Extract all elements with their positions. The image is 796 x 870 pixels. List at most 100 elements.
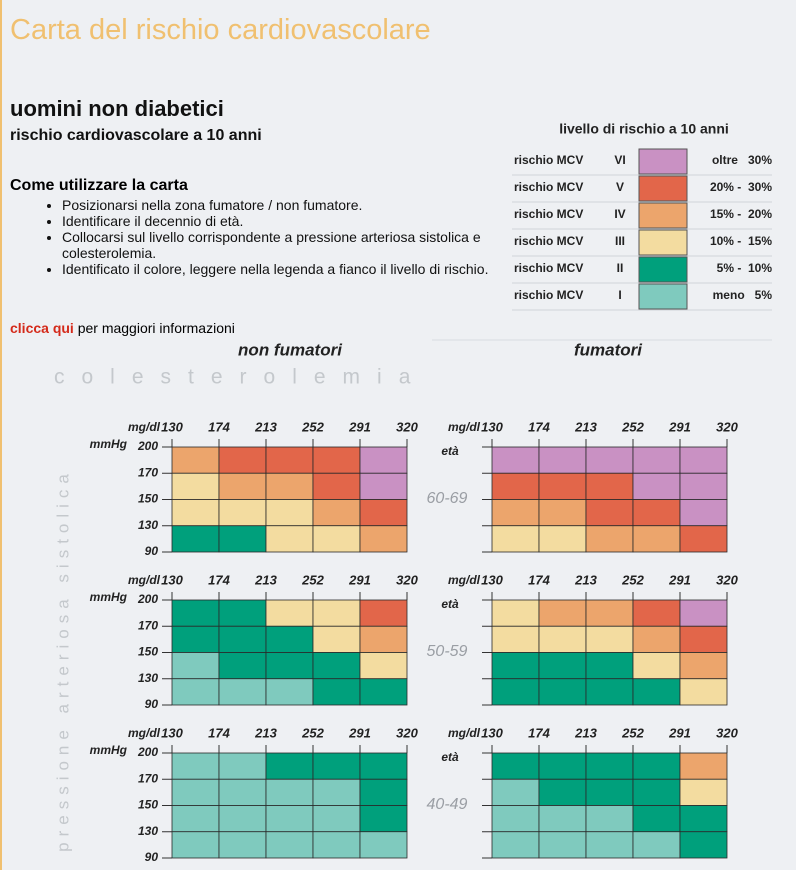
subtitle: rischio cardiovascolare a 10 anni xyxy=(10,127,262,144)
risk-cell xyxy=(171,446,220,474)
risk-cell xyxy=(491,752,540,780)
chol-tick: 291 xyxy=(668,572,691,587)
bp-tick: 170 xyxy=(138,465,158,479)
legend-range: 20% - 30% xyxy=(710,180,772,194)
risk-cell xyxy=(632,599,681,627)
legend-range: 10% - 15% xyxy=(710,234,772,248)
risk-cell xyxy=(491,652,540,680)
legend-roman: IV xyxy=(614,207,625,221)
risk-cell xyxy=(632,831,681,859)
risk-cell xyxy=(265,499,314,527)
risk-cell xyxy=(359,525,408,553)
risk-cell xyxy=(265,472,314,500)
risk-cell xyxy=(171,752,220,780)
risk-cell xyxy=(218,599,267,627)
risk-cell xyxy=(585,625,634,653)
risk-cell xyxy=(538,499,587,527)
risk-cell xyxy=(359,778,408,806)
risk-cell xyxy=(679,831,728,859)
chol-tick: 213 xyxy=(254,572,277,587)
legend-swatch xyxy=(638,256,688,283)
group-title: fumatori xyxy=(574,340,643,359)
bp-tick: 150 xyxy=(138,492,158,506)
risk-cell xyxy=(171,678,220,706)
risk-cell xyxy=(679,778,728,806)
info-link: clicca qui per maggiori informazioni xyxy=(10,320,235,336)
chol-tick: 213 xyxy=(254,419,277,434)
chol-tick: 174 xyxy=(528,572,550,587)
risk-cell xyxy=(632,499,681,527)
risk-cell xyxy=(585,752,634,780)
bp-tick: 170 xyxy=(138,771,158,785)
link[interactable]: clicca qui xyxy=(10,320,74,336)
risk-cell xyxy=(585,805,634,833)
chol-tick: 174 xyxy=(208,419,230,434)
chol-unit: mg/dl xyxy=(128,726,161,740)
chol-tick: 252 xyxy=(301,725,324,740)
chol-tick: 320 xyxy=(716,725,738,740)
risk-cell xyxy=(312,625,361,653)
instruction: Identificare il decennio di età. xyxy=(62,213,542,229)
risk-cell xyxy=(585,652,634,680)
risk-cell xyxy=(265,525,314,553)
risk-cell xyxy=(585,778,634,806)
legend-swatch xyxy=(638,148,688,175)
risk-cell xyxy=(359,652,408,680)
bp-tick: 90 xyxy=(145,850,159,864)
subtitle: uomini non diabetici xyxy=(10,96,224,121)
risk-cell xyxy=(538,599,587,627)
risk-cell xyxy=(218,652,267,680)
risk-cell xyxy=(538,446,587,474)
risk-cell xyxy=(171,831,220,859)
chol-tick: 320 xyxy=(716,419,738,434)
risk-cell xyxy=(585,525,634,553)
risk-cell xyxy=(538,525,587,553)
legend-swatch xyxy=(638,202,688,229)
risk-cell xyxy=(679,652,728,680)
risk-cell xyxy=(218,831,267,859)
legend-range: 5% - 10% xyxy=(717,261,773,275)
legend-swatch xyxy=(638,175,688,202)
chol-tick: 130 xyxy=(481,572,503,587)
risk-cell xyxy=(359,831,408,859)
risk-cell xyxy=(538,472,587,500)
bp-unit: mmHg xyxy=(90,590,128,604)
risk-cell xyxy=(312,752,361,780)
risk-cell xyxy=(491,831,540,859)
risk-cell xyxy=(679,499,728,527)
risk-cell xyxy=(359,678,408,706)
legend-roman: VI xyxy=(614,153,625,167)
axis-title: colesterolemia xyxy=(54,366,427,389)
risk-cell xyxy=(171,652,220,680)
bp-tick: 200 xyxy=(137,439,158,453)
risk-cell xyxy=(218,446,267,474)
group-title: non fumatori xyxy=(238,340,343,359)
chol-tick: 130 xyxy=(161,572,183,587)
chol-tick: 130 xyxy=(161,725,183,740)
legend-roman: II xyxy=(617,261,624,275)
legend-roman: V xyxy=(616,180,624,194)
risk-cell xyxy=(632,472,681,500)
risk-cell xyxy=(679,472,728,500)
instruction: Identificato il colore, leggere nella le… xyxy=(62,261,542,277)
risk-cell xyxy=(585,499,634,527)
chol-unit: mg/dl xyxy=(448,420,481,434)
risk-cell xyxy=(312,599,361,627)
risk-cell xyxy=(585,446,634,474)
age-range: 50-59 xyxy=(427,643,468,660)
risk-cell xyxy=(171,599,220,627)
chol-tick: 291 xyxy=(348,419,371,434)
chol-tick: 291 xyxy=(668,419,691,434)
chol-tick: 130 xyxy=(481,725,503,740)
legend-label: rischio MCV xyxy=(514,234,583,248)
risk-cell xyxy=(491,472,540,500)
legend-label: rischio MCV xyxy=(514,207,583,221)
risk-cell xyxy=(312,831,361,859)
bp-tick: 200 xyxy=(137,592,158,606)
risk-cell xyxy=(679,446,728,474)
risk-cell xyxy=(171,472,220,500)
risk-cell xyxy=(312,499,361,527)
risk-cell xyxy=(312,678,361,706)
bp-tick: 130 xyxy=(138,824,158,838)
chol-tick: 174 xyxy=(528,725,550,740)
